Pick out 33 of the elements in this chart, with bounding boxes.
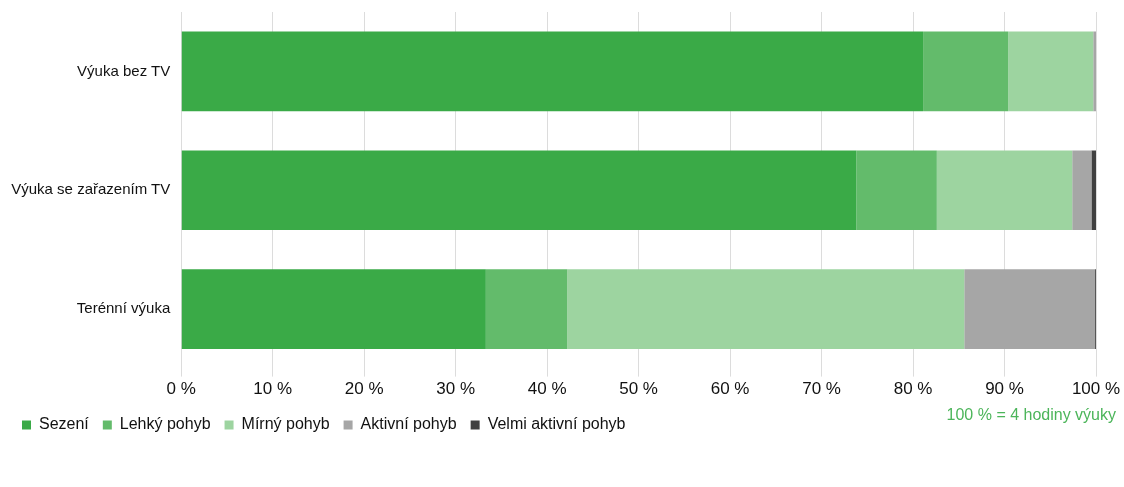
bar [567,269,965,349]
legend-label: Velmi aktivní pohyb [487,415,626,433]
x-tick-label: 10 % [253,379,293,399]
bar [181,269,486,349]
bar [485,269,568,349]
y-tick-label: Terénní výuka [76,299,171,317]
x-tick-label: 90 % [985,379,1024,399]
bar [936,150,1073,231]
legend-label: Sezení [39,415,90,433]
x-tick-label: 40 % [527,379,567,399]
x-tick-label: 50 % [619,379,658,399]
y-tick-label: Výuka se zařazením TV [11,180,171,198]
x-tick-label: 60 % [710,379,750,399]
bar [1072,150,1092,231]
bar [1091,150,1096,231]
bar [181,31,924,112]
x-tick-label: 0 % [166,379,196,399]
bar [1008,31,1094,112]
bar [181,150,857,231]
x-tick-label: 20 % [344,379,384,399]
bar [964,269,1096,349]
bar [1093,31,1096,112]
x-tick-label: 100 % [1071,379,1121,399]
text: 100 % = 4 hodiny výuky [946,406,1116,424]
y-tick-label: Výuka bez TV [77,61,171,79]
legend-label: Lehký pohyb [119,415,211,433]
x-tick-label: 30 % [436,379,476,399]
bar [856,150,937,231]
bar [923,31,1009,112]
x-tick-label: 70 % [802,379,841,399]
legend-label: Mírný pohyb [241,415,330,433]
x-tick-label: 80 % [893,379,933,399]
legend-label: Aktivní pohyb [360,415,457,433]
